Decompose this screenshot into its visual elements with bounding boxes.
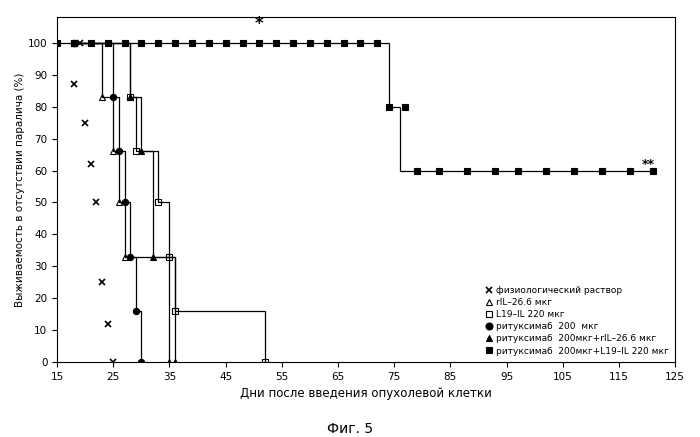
Text: **: ** (641, 158, 654, 170)
Text: *: * (255, 15, 264, 33)
Legend: физиологический раствор, rIL–26.6 мкг, L19–IL 220 мкг, ритуксимаб  200  мкг, рит: физиологический раствор, rIL–26.6 мкг, L… (482, 282, 673, 359)
Text: Фиг. 5: Фиг. 5 (327, 422, 373, 436)
X-axis label: Дни после введения опухолевой клетки: Дни после введения опухолевой клетки (240, 387, 492, 400)
Y-axis label: Выживаемость в отсутствии паралича (%): Выживаемость в отсутствии паралича (%) (15, 73, 25, 307)
